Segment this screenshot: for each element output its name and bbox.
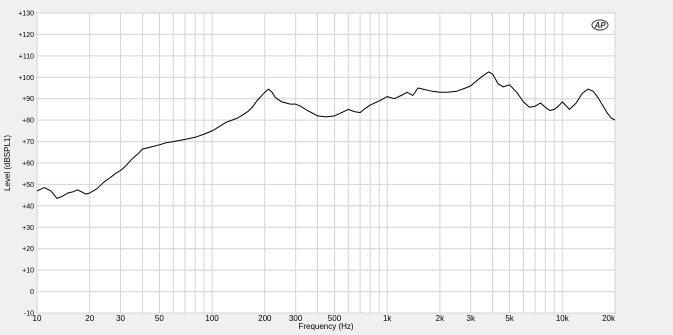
x-tick-label: 200 [258, 314, 272, 323]
x-tick-label: 100 [205, 314, 219, 323]
x-tick-label: 20 [85, 314, 94, 323]
y-axis-title: Level (dBSPL1) [3, 135, 12, 191]
y-tick-label: +50 [22, 182, 34, 189]
x-axis-title: Frequency (Hz) [298, 322, 353, 331]
y-tick-label: +20 [22, 246, 34, 253]
x-tick-label: 500 [328, 314, 342, 323]
x-tick-labels: 10 20 30 50 100 200 300 500 1k 2k 3k 5k 10k 20k [33, 314, 616, 323]
y-tick-label: +10 [22, 268, 34, 275]
y-tick-label: +110 [19, 53, 34, 60]
y-tick-label: +90 [22, 96, 34, 103]
y-tick-label: +40 [22, 203, 34, 210]
y-tick-label: 0 [30, 289, 34, 296]
y-gridlines [37, 12, 615, 314]
x-tick-label: 10 [33, 314, 42, 323]
ap-logo-text: AP [593, 21, 606, 30]
y-tick-label: +120 [18, 32, 34, 39]
y-tick-label: +80 [22, 118, 34, 125]
y-tick-label: -10 [24, 311, 34, 318]
y-tick-label: +60 [22, 161, 34, 168]
y-tick-label: +70 [22, 139, 34, 146]
y-tick-label: +130 [18, 11, 34, 18]
x-tick-label: 10k [556, 314, 570, 323]
x-tick-label: 3k [467, 314, 476, 323]
x-tick-label: 30 [116, 314, 125, 323]
y-tick-labels: +130+120+110+100+90+80+70+60+50+40+30+20… [18, 11, 34, 318]
x-tick-label: 50 [155, 314, 164, 323]
ap-logo: AP [591, 19, 609, 31]
y-tick-label: +100 [18, 75, 34, 82]
y-tick-label: +30 [22, 225, 34, 232]
x-tick-label: 5k [505, 314, 514, 323]
series-line-response [36, 71, 616, 199]
x-tick-label: 300 [289, 314, 303, 323]
x-tick-label: 1k [383, 314, 392, 323]
x-tick-label: 2k [436, 314, 445, 323]
x-tick-label: 20k [602, 314, 616, 323]
